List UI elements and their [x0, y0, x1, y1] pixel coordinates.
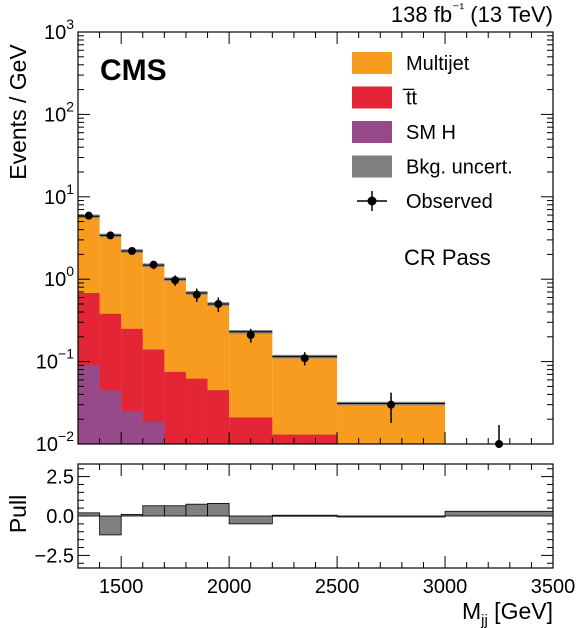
pull-axis-title: Pull — [5, 495, 31, 533]
x-axis-title: Mjj [GeV] — [462, 598, 553, 628]
y-tick-label-3: 101 — [44, 181, 74, 209]
bar-multijet-8 — [272, 356, 338, 444]
legend-swatch-1 — [352, 86, 392, 109]
observed-point-5 — [192, 290, 201, 299]
y-tick-label-4: 102 — [44, 98, 74, 126]
observed-point-6 — [214, 300, 223, 309]
bar-sm-h-2 — [121, 411, 143, 444]
legend-label-2: SM H — [406, 122, 456, 144]
observed-point-9 — [387, 400, 396, 409]
legend-swatch-0 — [352, 52, 392, 74]
pull-bar-6 — [207, 502, 230, 517]
bar-t-t-4 — [164, 371, 186, 444]
pull-bar-8 — [271, 514, 338, 517]
region-label: CR Pass — [404, 245, 491, 270]
observed-point-1 — [106, 231, 115, 240]
stacked-histogram — [78, 214, 446, 444]
pull-bar-3 — [142, 505, 165, 517]
legend-label-1: t̅t — [403, 87, 418, 109]
pull-tick-label-0: 2.5 — [46, 467, 74, 489]
bar-t-t-6 — [207, 390, 230, 444]
y-tick-label-2: 100 — [44, 263, 74, 291]
pull-tick-label-2: −2.5 — [35, 545, 74, 567]
pull-bars — [78, 502, 553, 536]
bar-sm-h-1 — [99, 390, 122, 444]
x-tick-label-3: 3000 — [423, 576, 468, 598]
x-tick-label-2: 2500 — [315, 576, 360, 598]
legend-swatch-3 — [352, 155, 392, 178]
y-tick-label-0: 10−2 — [36, 428, 74, 456]
pull-axis-ticks: 2.5 0.0 −2.5 — [35, 467, 553, 567]
observed-point-0 — [84, 211, 93, 220]
lumi-label: 138 fb⁻¹ (13 TeV) — [391, 0, 553, 27]
observed-point-8 — [300, 354, 309, 363]
observed-point-2 — [127, 246, 136, 255]
legend-label-0: Multijet — [406, 53, 470, 75]
bar-t-t-5 — [185, 378, 208, 444]
pull-bar-2 — [120, 514, 144, 517]
legend-label-4: Observed — [406, 191, 493, 213]
pull-bar-4 — [163, 505, 187, 517]
pull-tick-label-1: 0.0 — [46, 506, 74, 528]
legend-swatch-4-dot — [367, 196, 377, 206]
legend-label-3: Bkg. uncert. — [406, 157, 513, 179]
pull-bar-0 — [78, 512, 100, 517]
pull-bar-7 — [228, 515, 273, 525]
pull-bar-9 — [336, 515, 446, 518]
observed-point-3 — [149, 260, 158, 269]
y-axis-title: Events / GeV — [5, 44, 31, 180]
pull-plot-area: 1500 2000 2500 3000 3500 2.5 0.0 −2.5 — [35, 32, 576, 598]
figure-labels: CMS 138 fb⁻¹ (13 TeV) CR Pass Events / G… — [5, 0, 553, 628]
x-tick-label-0: 1500 — [99, 576, 144, 598]
y-tick-label-1: 10−1 — [36, 346, 74, 374]
pull-bar-10 — [444, 510, 553, 517]
bar-t-t-8 — [272, 434, 338, 444]
bar-t-t-3 — [142, 349, 165, 444]
observed-point-7 — [246, 331, 255, 340]
experiment-label: CMS — [100, 54, 167, 87]
x-tick-label-4: 3500 — [531, 576, 576, 598]
x-tick-label-1: 2000 — [207, 576, 252, 598]
pull-bar-5 — [185, 503, 208, 517]
observed-point-4 — [171, 276, 180, 285]
bar-sm-h-3 — [142, 421, 165, 444]
pull-bar-1 — [99, 515, 122, 536]
legend-swatch-2 — [352, 121, 392, 143]
bar-sm-h-0 — [78, 365, 100, 444]
x-axis-ticks: 1500 2000 2500 3000 3500 — [77, 32, 576, 598]
legend: Multijet t̅t SM H Bkg. uncert. Observed — [352, 52, 513, 213]
y-tick-label-5: 103 — [44, 16, 74, 44]
